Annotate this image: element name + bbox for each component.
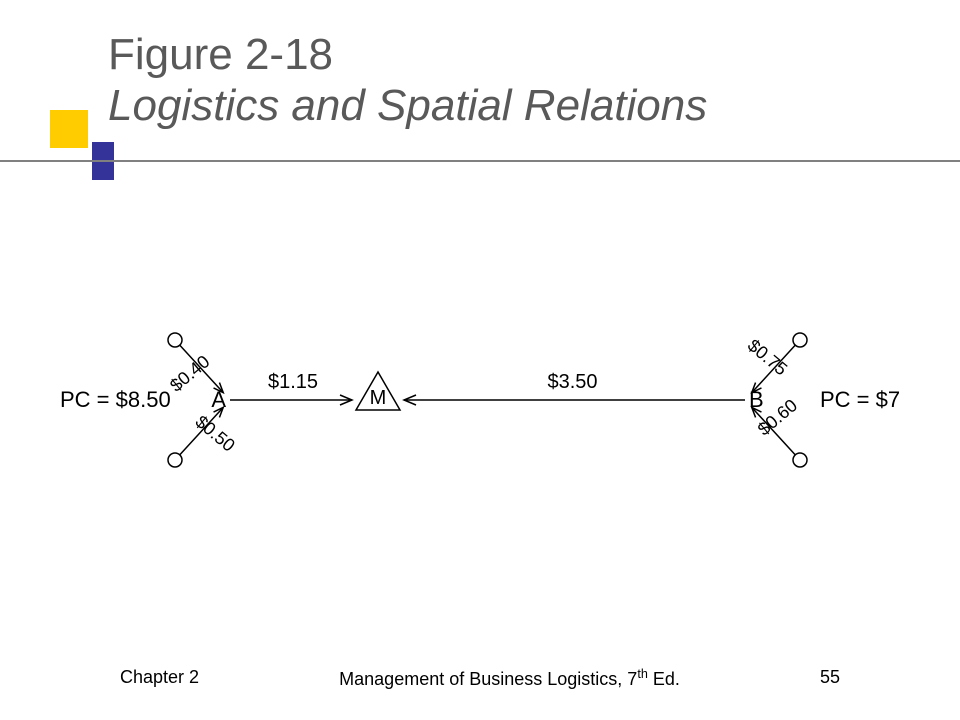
diagram: M$1.15$3.50AB$0.40$0.50$0.75$0.60PC = $8…: [60, 300, 900, 500]
slide: Figure 2-18 Logistics and Spatial Relati…: [0, 0, 960, 720]
svg-text:M: M: [370, 387, 387, 409]
footer-right: 55: [820, 667, 840, 690]
footer-center: Management of Business Logistics, 7th Ed…: [339, 667, 680, 690]
accent-yellow: [50, 110, 88, 148]
heading-sub: Logistics and Spatial Relations: [108, 81, 707, 130]
heading-underline: [0, 160, 960, 162]
svg-text:$3.50: $3.50: [547, 371, 597, 393]
svg-text:$1.15: $1.15: [268, 371, 318, 393]
slide-heading: Figure 2-18 Logistics and Spatial Relati…: [108, 30, 908, 131]
footer: Chapter 2 Management of Business Logisti…: [0, 667, 960, 690]
svg-text:PC = $8.50: PC = $8.50: [60, 387, 171, 412]
svg-text:PC = $7.00: PC = $7.00: [820, 387, 900, 412]
footer-left: Chapter 2: [120, 667, 199, 690]
heading-main: Figure 2-18: [108, 30, 333, 79]
svg-text:$0.75: $0.75: [744, 335, 791, 379]
